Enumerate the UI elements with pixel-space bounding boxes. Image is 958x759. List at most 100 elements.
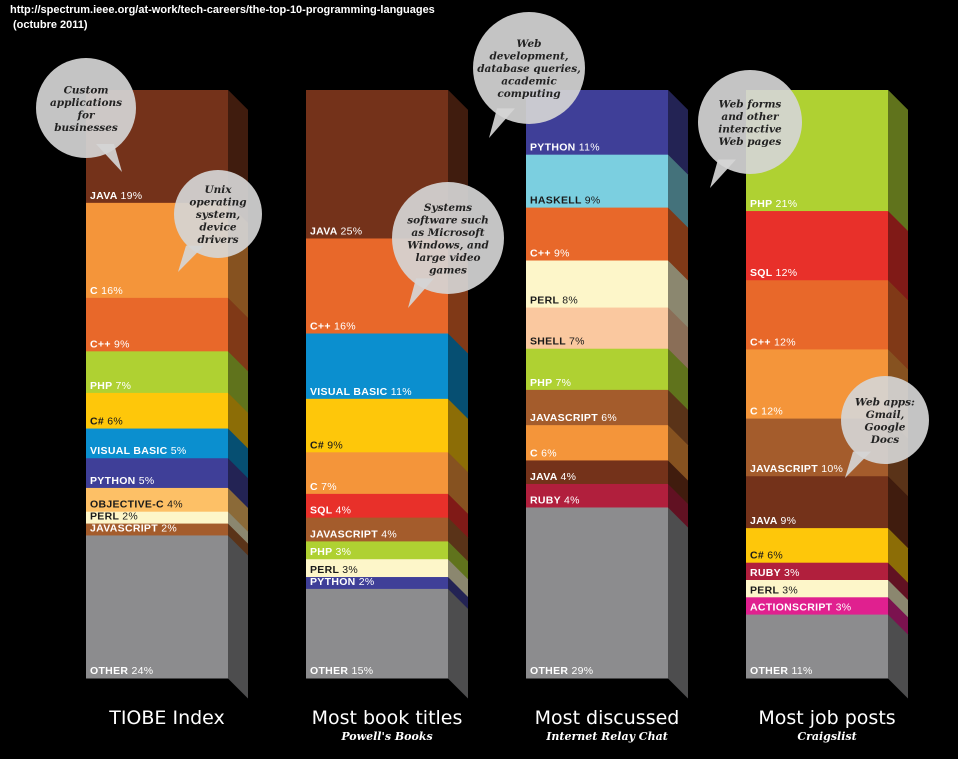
segment-label: OTHER 29% <box>530 665 593 677</box>
bar-segment-perl: PERL 2% <box>86 511 248 545</box>
segment-side <box>668 389 688 446</box>
segment-name: VISUAL BASIC <box>90 445 168 457</box>
segment-label: JAVASCRIPT 4% <box>310 528 397 540</box>
segment-label: JAVA 19% <box>90 190 142 202</box>
segment-value: 21% <box>776 198 798 210</box>
bar-segment-ruby: RUBY 3% <box>746 562 908 601</box>
source-date: (octubre 2011) <box>13 19 88 31</box>
segment-front <box>526 483 668 508</box>
bar-segment-sql: SQL 4% <box>306 493 468 539</box>
segment-front <box>746 580 888 598</box>
callout-line: device <box>199 222 237 234</box>
bar-segment-cpp: C++ 9% <box>86 297 248 372</box>
segment-label: C++ 9% <box>90 338 130 350</box>
column-2: JAVA 25% C++ 16% VISUAL BASIC 11% C# 9% C 7%… <box>306 90 468 743</box>
segment-name: SQL <box>310 505 333 517</box>
segment-label: C++ 16% <box>310 321 356 333</box>
source-url: http://spectrum.ieee.org/at-work/tech-ca… <box>10 4 435 16</box>
segment-front <box>526 507 668 679</box>
callout-line: and other <box>721 111 780 123</box>
segment-front <box>746 597 888 616</box>
segment-value: 11% <box>579 142 600 154</box>
segment-value: 12% <box>761 406 783 418</box>
segment-side <box>668 460 688 505</box>
segment-name: PYTHON <box>530 142 576 154</box>
callout-line: games <box>429 264 467 276</box>
segment-value: 9% <box>114 338 130 350</box>
segment-value: 4% <box>381 528 397 540</box>
segment-side <box>668 260 688 329</box>
segment-side <box>888 614 908 699</box>
segment-front <box>526 154 668 209</box>
segment-value: 4% <box>167 499 183 511</box>
segment-name: SQL <box>750 267 773 279</box>
segment-label: SQL 4% <box>310 505 351 517</box>
segment-label: OTHER 11% <box>750 665 813 677</box>
segment-value: 3% <box>782 584 798 596</box>
segment-value: 6% <box>541 447 557 459</box>
segment-value: 9% <box>554 248 570 260</box>
segment-value: 4% <box>560 471 576 483</box>
segment-value: 4% <box>564 494 580 506</box>
callout-line: large video <box>415 252 480 264</box>
bar-segment-cpp: C++ 12% <box>746 280 908 370</box>
segment-front <box>306 559 448 578</box>
callout-line: Systems <box>424 202 472 214</box>
segment-side <box>228 392 248 450</box>
segment-label: JAVASCRIPT 2% <box>90 522 177 534</box>
callout-line: drivers <box>197 234 238 246</box>
segment-value: 2% <box>161 522 177 534</box>
callout-line: businesses <box>54 122 118 134</box>
segment-side <box>668 207 688 282</box>
segment-label: ACTIONSCRIPT 3% <box>750 602 851 614</box>
segment-value: 12% <box>774 336 796 348</box>
callout-line: system, <box>196 209 240 221</box>
segment-side <box>448 577 468 610</box>
segment-name: JAVA <box>750 515 778 527</box>
segment-value: 6% <box>601 412 617 424</box>
segment-name: PHP <box>310 546 332 558</box>
bar-segment-perl: PERL 8% <box>526 260 688 329</box>
bar-segment-haskell: HASKELL 9% <box>526 154 688 229</box>
segment-name: JAVASCRIPT <box>310 528 378 540</box>
column-title: TIOBE Index <box>108 707 225 729</box>
segment-label: OTHER 15% <box>310 665 373 677</box>
callout-line: Web pages <box>719 136 782 148</box>
callout-line: development, <box>489 51 568 63</box>
segment-front <box>746 280 888 350</box>
bar-segment-objective-c: OBJECTIVE-C 4% <box>86 487 248 533</box>
segment-label: PYTHON 2% <box>310 576 375 588</box>
segment-front <box>526 348 668 391</box>
column-title: Most book titles <box>312 707 463 729</box>
segment-side <box>448 559 468 598</box>
segment-value: 2% <box>359 576 375 588</box>
segment-name: PHP <box>530 377 552 389</box>
callout-line: Google <box>865 421 906 433</box>
segment-front <box>306 398 448 453</box>
segment-name: PERL <box>310 564 339 576</box>
segment-side <box>668 154 688 229</box>
segment-side <box>448 517 468 562</box>
segment-side <box>888 476 908 549</box>
segment-value: 11% <box>791 665 812 677</box>
segment-name: C++ <box>530 248 551 260</box>
segment-name: C <box>90 285 98 297</box>
segment-side <box>888 528 908 584</box>
bar-segment-python: PYTHON 2% <box>306 576 468 610</box>
column-4: PHP 21%SQL 12%C++ 12%C 12%JAVASCRIPT 10%… <box>746 90 908 743</box>
bar-segment-shell: SHELL 7% <box>526 307 688 370</box>
callout-tail <box>845 451 871 478</box>
callout-line: as Microsoft <box>411 227 484 239</box>
segment-label: C# 6% <box>90 416 123 428</box>
segment-name: PYTHON <box>310 576 356 588</box>
bar-segment-csharp: C# 9% <box>306 398 468 473</box>
bar-segment-actionscript: ACTIONSCRIPT 3% <box>746 597 908 636</box>
column-subtitle: Craigslist <box>797 730 856 743</box>
bar-segment-ruby: RUBY 4% <box>526 483 688 528</box>
segment-name: VISUAL BASIC <box>310 386 388 398</box>
segment-name: OTHER <box>90 665 128 677</box>
segment-front <box>86 428 228 459</box>
bar-segment-c: C 6% <box>526 425 688 481</box>
segment-name: JAVA <box>530 471 558 483</box>
